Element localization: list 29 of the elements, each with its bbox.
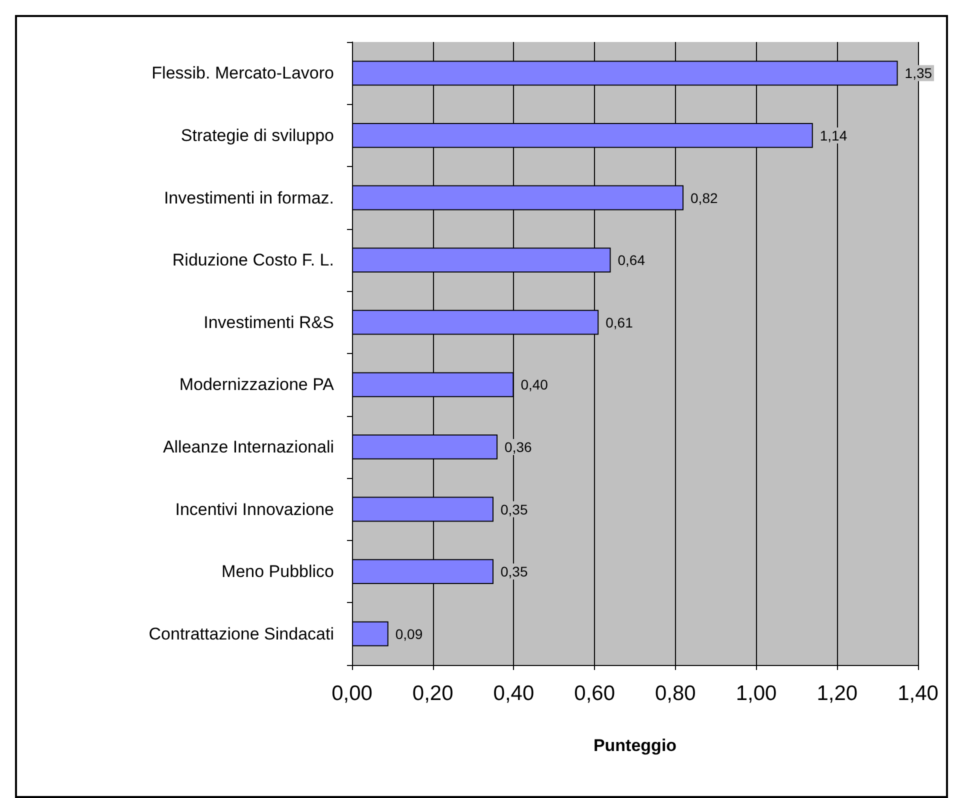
data-label: 0,36 bbox=[504, 438, 532, 455]
data-label: 0,40 bbox=[520, 376, 548, 393]
data-label: 0,09 bbox=[395, 626, 423, 642]
y-tick-label: Incentivi Innovazione bbox=[175, 500, 334, 519]
x-tick-label: 0,20 bbox=[412, 682, 454, 705]
y-tick-label: Investimenti in formaz. bbox=[164, 188, 334, 208]
x-tick-label: 1,20 bbox=[816, 682, 858, 705]
data-label: 1,14 bbox=[820, 127, 848, 144]
y-tick-label: Alleanze Internazionali bbox=[162, 437, 334, 456]
data-label: 0,35 bbox=[500, 564, 528, 580]
x-tick-label: 0,40 bbox=[493, 682, 534, 705]
y-tick-label: Meno Pubblico bbox=[222, 562, 334, 582]
y-tick-label: Riduzione Costo F. L. bbox=[172, 250, 334, 270]
y-tick-label: Modernizzazione PA bbox=[179, 375, 335, 394]
x-tick-label: 1,00 bbox=[736, 682, 777, 705]
y-tick-label: Investimenti R&S bbox=[204, 312, 334, 332]
x-tick-label: 0,00 bbox=[332, 682, 372, 705]
x-tick-label: 0,60 bbox=[574, 682, 616, 705]
data-label: 0,61 bbox=[606, 314, 634, 330]
y-tick-label: Strategie di sviluppo bbox=[180, 126, 334, 145]
y-tick-label: Contrattazione Sindacati bbox=[148, 624, 334, 644]
data-label: 0,35 bbox=[500, 501, 528, 518]
data-label: 0,64 bbox=[618, 252, 646, 268]
x-tick-label: 0,80 bbox=[654, 682, 696, 705]
x-axis-title: Punteggio bbox=[593, 736, 677, 755]
x-tick-label: 1,40 bbox=[898, 682, 938, 705]
data-label: 1,35 bbox=[904, 65, 932, 82]
y-tick-label: Flessib. Mercato-Lavoro bbox=[152, 64, 334, 83]
data-label: 0,82 bbox=[690, 190, 718, 206]
